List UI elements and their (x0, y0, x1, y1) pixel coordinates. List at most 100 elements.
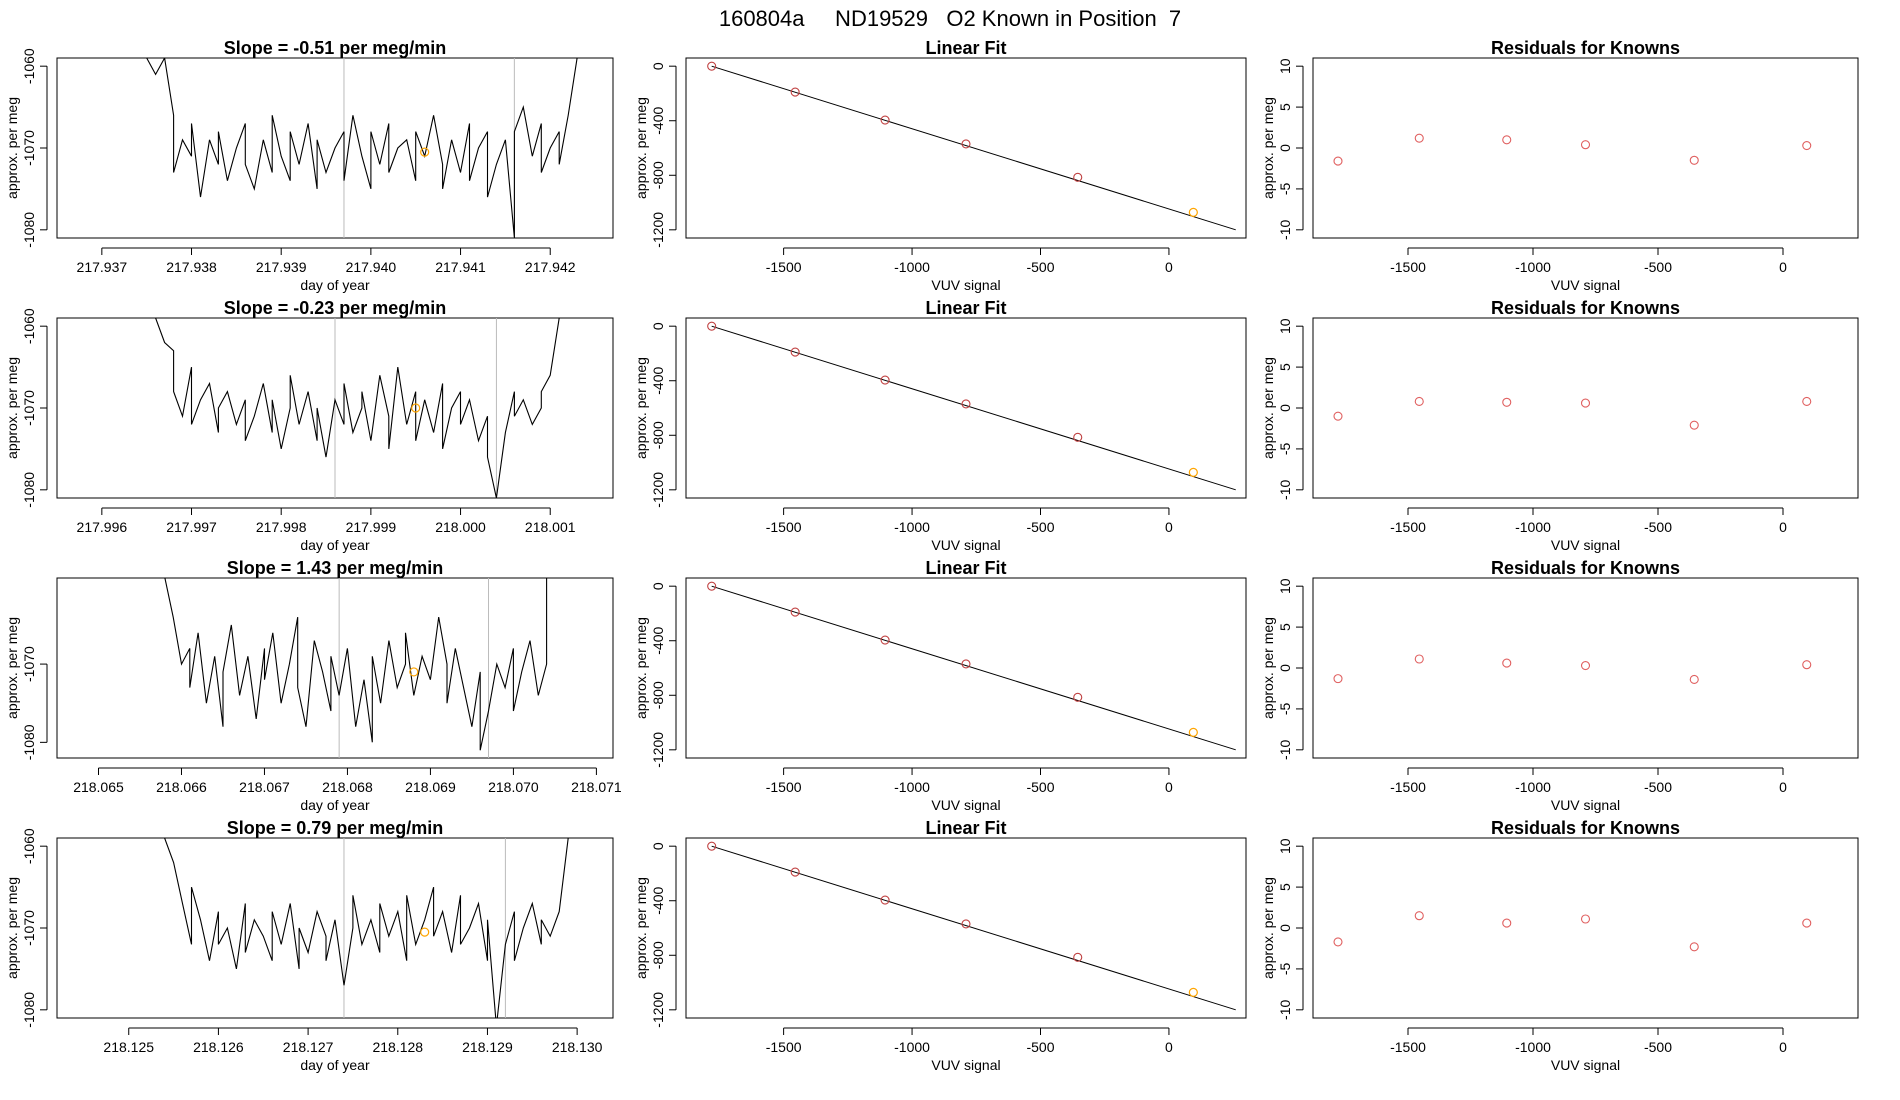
fit-line (711, 845, 1236, 1011)
x-tick-label: 217.940 (346, 259, 397, 275)
y-tick-label: -400 (650, 627, 666, 655)
y-axis-label: approx. per meg (4, 97, 20, 199)
x-tick-label: 218.068 (322, 779, 373, 795)
x-tick-label: -1500 (766, 1039, 802, 1055)
y-tick-label: 0 (1277, 404, 1293, 412)
fit-line (711, 325, 1236, 491)
plot-frame (56, 57, 614, 239)
plot-area (707, 61, 1236, 231)
x-axis-label: day of year (300, 1057, 370, 1073)
fit-line (711, 585, 1236, 751)
y-tick-label: -10 (1277, 479, 1293, 499)
plot-area (707, 841, 1236, 1011)
x-tick-label: -1000 (1515, 259, 1551, 275)
y-axis-label: approx. per meg (633, 357, 649, 459)
panel-title: Residuals for Knowns (1491, 38, 1680, 58)
data-point (1414, 133, 1424, 143)
x-tick-label: 218.126 (193, 1039, 244, 1055)
known-point (1188, 727, 1198, 737)
data-point (1580, 140, 1591, 150)
y-tick-label: 10 (1277, 578, 1293, 594)
x-tick-label: 218.065 (73, 779, 124, 795)
known-point (1188, 207, 1198, 217)
data-point (790, 347, 800, 357)
x-axis-label: VUV signal (931, 797, 1000, 813)
plot-frame (1312, 837, 1859, 1019)
known-point (1188, 467, 1198, 477)
data-point (1689, 942, 1699, 952)
y-tick-label: -10 (1277, 739, 1293, 759)
plot-area (707, 581, 1236, 751)
y-tick-label: -5 (1277, 962, 1293, 975)
data-point (1333, 411, 1343, 421)
plot-frame (685, 317, 1247, 499)
y-tick-label: -1070 (21, 390, 37, 426)
known-marker (411, 403, 421, 413)
x-tick-label: -1500 (1390, 779, 1426, 795)
data-point (1073, 432, 1083, 442)
x-tick-label: 218.129 (462, 1039, 513, 1055)
known-marker (420, 147, 430, 157)
y-tick-label: -800 (650, 681, 666, 709)
x-tick-label: 217.996 (77, 519, 128, 535)
data-point (790, 607, 800, 617)
panel-title: Slope = -0.51 per meg/min (224, 38, 447, 58)
data-point (1689, 155, 1699, 165)
y-tick-label: 0 (1277, 144, 1293, 152)
y-tick-label: -800 (650, 421, 666, 449)
known-point (1188, 987, 1198, 997)
plot-frame (56, 577, 614, 759)
plot-area (1333, 133, 1812, 166)
x-tick-label: 218.125 (103, 1039, 154, 1055)
plot-area (1333, 911, 1812, 952)
y-axis-label: approx. per meg (1260, 97, 1276, 199)
y-tick-label: 10 (1277, 838, 1293, 854)
panel-0-1: Linear Fit -1500 -1000 -500 0 VUV signal 0 -400… (633, 38, 1247, 293)
x-tick-label: 218.128 (372, 1039, 423, 1055)
data-point (1333, 156, 1343, 166)
y-tick-label: 5 (1277, 363, 1293, 371)
y-tick-label: 5 (1277, 103, 1293, 111)
x-tick-label: 217.997 (166, 519, 217, 535)
panel-title: Residuals for Knowns (1491, 298, 1680, 318)
data-point (961, 399, 971, 409)
y-tick-label: 0 (1277, 924, 1293, 932)
data-point (1502, 918, 1512, 928)
data-point (707, 581, 717, 591)
x-axis-label: VUV signal (1551, 797, 1620, 813)
data-point (1580, 914, 1591, 924)
x-tick-label: 218.130 (552, 1039, 603, 1055)
data-point (1802, 918, 1812, 928)
x-tick-label: -1500 (766, 259, 802, 275)
data-point (961, 919, 971, 929)
x-tick-label: 0 (1779, 1039, 1787, 1055)
x-tick-label: 217.942 (525, 259, 576, 275)
series-line (164, 578, 548, 751)
plot-frame (685, 837, 1247, 1019)
x-tick-label: -500 (1644, 779, 1672, 795)
data-point (1689, 674, 1699, 685)
x-tick-label: 218.069 (405, 779, 456, 795)
y-tick-label: -400 (650, 367, 666, 395)
x-tick-label: -500 (1026, 1039, 1054, 1055)
plot-frame (685, 577, 1247, 759)
y-tick-label: 0 (650, 842, 666, 850)
data-point (1689, 420, 1699, 430)
y-tick-label: 0 (1277, 664, 1293, 672)
y-tick-label: -5 (1277, 442, 1293, 455)
x-axis-label: VUV signal (931, 1057, 1000, 1073)
data-point (707, 841, 717, 851)
panel-3-0: Slope = 0.79 per meg/min 218.125 218.126 21… (4, 818, 614, 1073)
x-tick-label: 218.067 (239, 779, 290, 795)
y-axis-label: approx. per meg (4, 357, 20, 459)
x-tick-label: -500 (1644, 1039, 1672, 1055)
data-point (1073, 692, 1083, 702)
y-tick-label: -1060 (21, 48, 37, 84)
data-point (1802, 140, 1812, 151)
x-tick-label: 217.941 (435, 259, 486, 275)
data-point (1073, 172, 1083, 182)
y-tick-label: -1080 (21, 472, 37, 508)
panel-title: Linear Fit (925, 298, 1006, 318)
plot-frame (1312, 577, 1859, 759)
